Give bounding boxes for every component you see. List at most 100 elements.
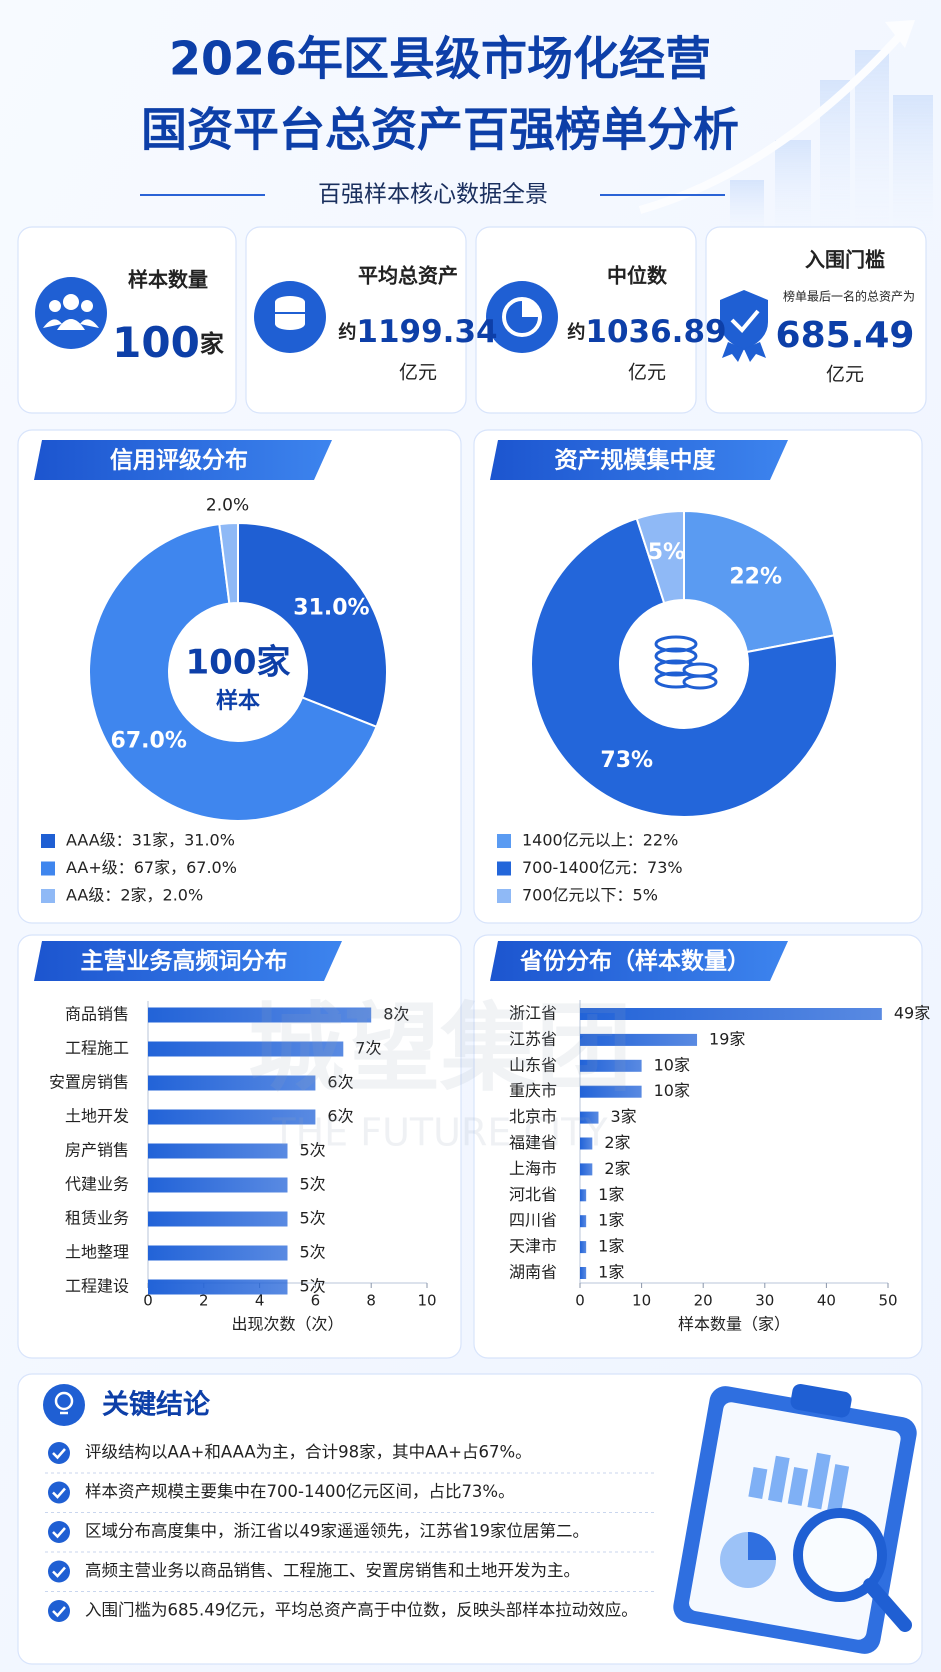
legend-swatch	[41, 889, 55, 903]
skyline-decor	[638, 20, 933, 240]
value-label: 6次	[327, 1107, 353, 1126]
bar	[148, 1245, 288, 1261]
conclusion-item: 样本资产规模主要集中在700-1400亿元区间，占比73%。	[85, 1482, 515, 1501]
bar	[580, 1241, 587, 1254]
stat-unit: 亿元	[628, 362, 666, 384]
conclusion-item: 区域分布高度集中，浙江省以49家遥遥领先，江苏省19家位居第二。	[85, 1522, 589, 1541]
value-label: 1家	[598, 1263, 624, 1282]
bar	[580, 1033, 698, 1046]
legend-swatch	[497, 834, 511, 848]
bar	[580, 1008, 882, 1020]
value-label: 5次	[300, 1243, 326, 1262]
value-label: 10家	[654, 1055, 690, 1074]
x-tick-label: 4	[255, 1292, 265, 1310]
stat-label: 入围门槛	[805, 248, 885, 272]
bar	[580, 1163, 593, 1176]
conclusions-title: 关键结论	[102, 1389, 211, 1421]
y-tick-label: 河北省	[509, 1185, 557, 1204]
check-mark	[52, 1527, 66, 1539]
value-label: 5次	[300, 1141, 326, 1160]
stat-card	[17, 226, 237, 414]
stat-unit: 家	[200, 330, 224, 358]
panel-title: 资产规模集中度	[555, 447, 717, 474]
coin	[682, 674, 718, 690]
y-tick-label: 土地整理	[65, 1243, 129, 1262]
bar	[148, 1211, 288, 1227]
legend-swatch	[41, 861, 55, 876]
y-tick-label: 福建省	[509, 1133, 557, 1152]
bar	[148, 1177, 288, 1193]
bar	[580, 1085, 642, 1098]
donut-hole	[169, 603, 307, 741]
bar	[148, 1075, 316, 1091]
value-label: 5次	[300, 1175, 326, 1194]
y-tick-label: 房产销售	[65, 1141, 129, 1160]
check-mark	[52, 1606, 66, 1618]
title-line: 2026年区县级市场化经营	[169, 32, 711, 86]
value-label: 6次	[327, 1073, 353, 1092]
bar	[580, 1059, 642, 1072]
slice-label: 2.0%	[206, 495, 249, 515]
check-icon	[48, 1560, 70, 1583]
stat-value: 100家	[112, 318, 224, 367]
stat-note: 榜单最后一名的总资产为	[783, 289, 915, 304]
legend-label: 700亿元以下：5%	[522, 886, 658, 905]
x-tick-label: 0	[575, 1292, 585, 1310]
value-label: 5次	[300, 1277, 326, 1296]
y-tick-label: 北京市	[509, 1107, 557, 1126]
bar	[580, 1267, 587, 1279]
stat-label: 样本数量	[128, 268, 208, 292]
x-tick-label: 8	[366, 1292, 376, 1310]
x-tick-label: 40	[817, 1292, 836, 1310]
donut-hole	[620, 600, 748, 728]
legend-swatch	[497, 861, 511, 876]
bar	[148, 1143, 288, 1159]
bar	[580, 1111, 599, 1124]
stat-value: 约1199.34	[338, 314, 497, 350]
y-tick-label: 浙江省	[509, 1004, 557, 1023]
x-tick-label: 30	[755, 1292, 774, 1310]
bar	[148, 1041, 344, 1057]
legend-label: AA级：2家，2.0%	[66, 886, 203, 905]
stat-label: 平均总资产	[358, 264, 458, 288]
bar	[580, 1215, 587, 1228]
panel-tab	[34, 440, 332, 480]
value-label: 1家	[598, 1211, 624, 1230]
y-tick-label: 上海市	[509, 1159, 557, 1178]
stat-number: 100	[112, 318, 200, 367]
conclusion-item: 评级结构以AA+和AAA为主，合计98家，其中AA+占67%。	[85, 1443, 532, 1462]
x-tick-label: 20	[694, 1292, 713, 1310]
panel-tab	[490, 941, 788, 981]
value-label: 2家	[604, 1133, 630, 1152]
y-tick-label: 江苏省	[509, 1029, 557, 1048]
x-tick-label: 50	[878, 1292, 897, 1310]
value-label: 19家	[709, 1029, 745, 1048]
check-mark	[52, 1566, 66, 1578]
value-label: 1家	[598, 1237, 624, 1256]
value-label: 5次	[300, 1209, 326, 1228]
value-label: 2家	[604, 1159, 630, 1178]
legend-label: AAA级：31家，31.0%	[66, 831, 235, 850]
panel-title: 省份分布（样本数量）	[519, 948, 750, 975]
x-tick-label: 2	[199, 1292, 209, 1310]
stat-unit: 亿元	[399, 362, 437, 384]
y-tick-label: 商品销售	[65, 1005, 129, 1024]
x-tick-label: 10	[417, 1292, 436, 1310]
stat-number: 685.49	[776, 315, 915, 356]
legend-label: 1400亿元以上：22%	[522, 831, 678, 850]
panel-tab	[490, 440, 788, 480]
slice-label: 5%	[648, 540, 685, 565]
value-label: 49家	[894, 1004, 930, 1023]
bar	[580, 1189, 587, 1202]
slice-label: 31.0%	[293, 595, 369, 620]
y-tick-label: 代建业务	[65, 1175, 129, 1194]
y-tick-label: 湖南省	[509, 1263, 557, 1282]
icon-pie	[486, 281, 558, 353]
coin	[654, 647, 698, 665]
stat-number: 1199.34	[356, 314, 497, 350]
x-tick-label: 10	[632, 1292, 651, 1310]
bar	[148, 1007, 372, 1023]
x-axis-label: 样本数量（家）	[678, 1315, 790, 1334]
value-label: 7次	[355, 1039, 381, 1058]
